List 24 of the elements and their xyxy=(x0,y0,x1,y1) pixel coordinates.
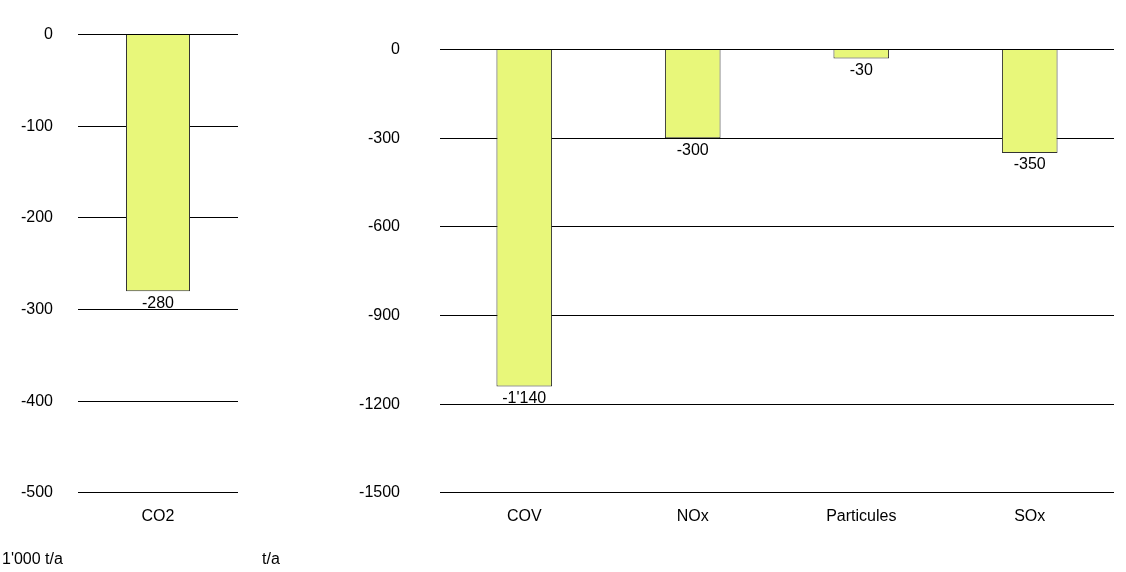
data-label: -280 xyxy=(141,293,175,311)
y-tick-label: -500 xyxy=(20,483,54,501)
y-tick-label: 0 xyxy=(44,25,54,43)
y-tick-label: 0 xyxy=(391,40,401,58)
y-tick-label: -1200 xyxy=(359,394,401,412)
x-tick-label: COV xyxy=(506,506,542,524)
y-tick-label: -1500 xyxy=(359,483,401,501)
x-tick-label: Particules xyxy=(826,506,897,524)
y-tick-label: -300 xyxy=(20,299,54,317)
y-tick-label: -100 xyxy=(20,116,54,134)
data-label: -30 xyxy=(849,60,873,78)
data-label: -350 xyxy=(1013,155,1046,173)
y-tick-label: -200 xyxy=(20,208,54,226)
y-axis-title: 1'000 t/a xyxy=(2,550,63,568)
data-label: -300 xyxy=(676,140,709,158)
y-axis-title: t/a xyxy=(262,550,280,568)
x-tick-label: SOx xyxy=(1014,506,1046,524)
y-tick-label: -600 xyxy=(367,217,401,235)
data-label: -1'140 xyxy=(502,388,547,406)
y-tick-label: -400 xyxy=(20,391,54,409)
y-tick-label: -300 xyxy=(367,128,401,146)
x-tick-label: CO2 xyxy=(141,506,175,524)
y-tick-label: -900 xyxy=(367,305,401,323)
x-tick-label: NOx xyxy=(676,506,709,524)
